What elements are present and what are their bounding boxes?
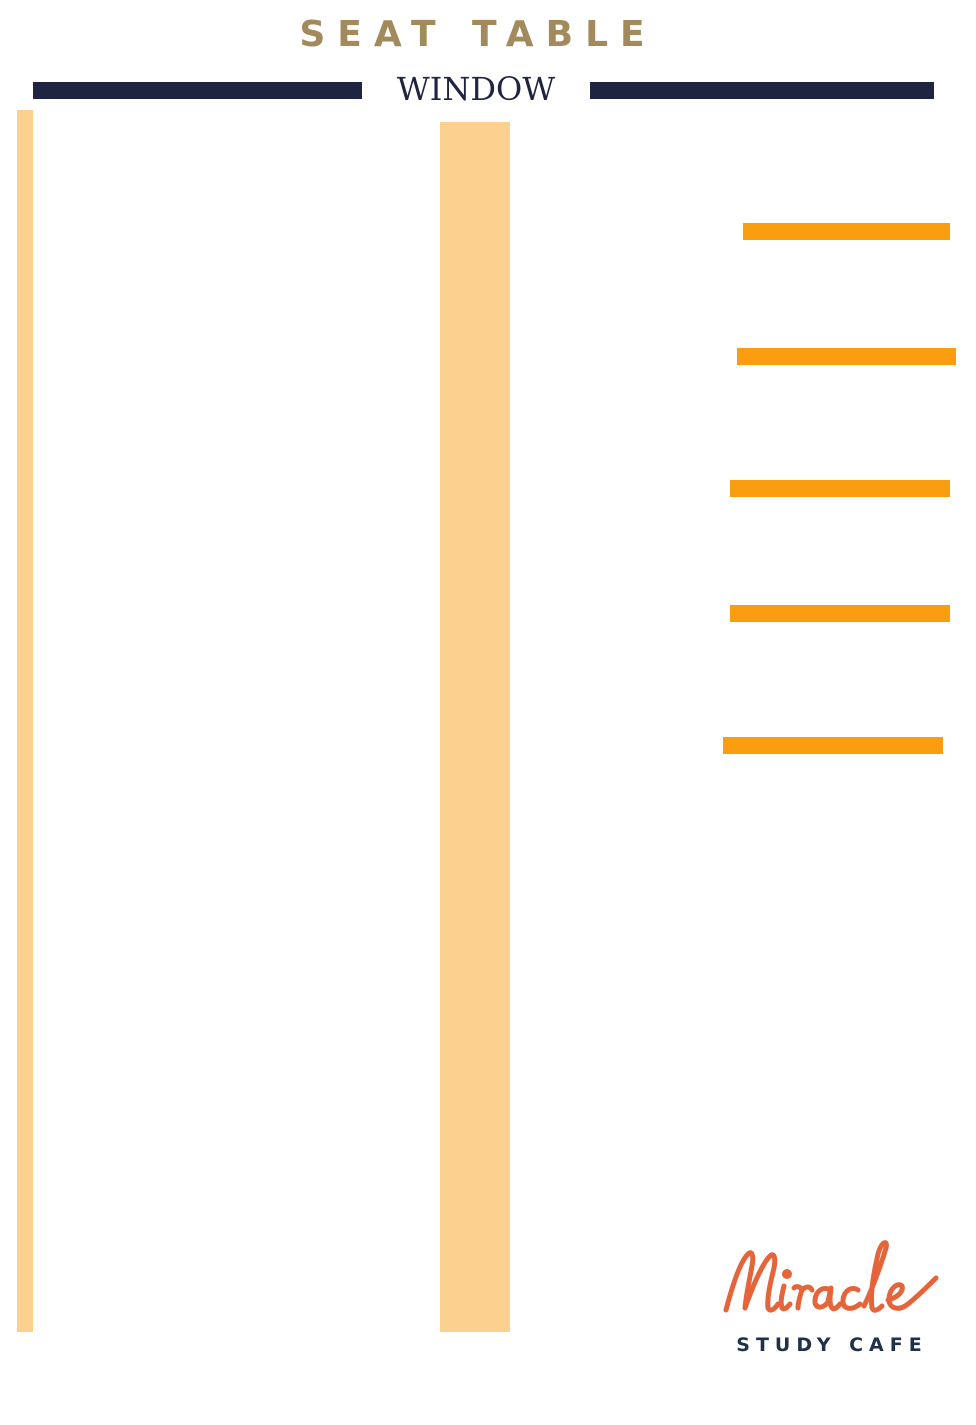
window-bar-right [590,82,934,99]
center-long-table [440,122,510,1332]
seat-desk-5 [723,737,943,754]
seat-desk-4 [730,605,950,622]
page-title: SEAT TABLE [299,14,657,55]
seat-desk-3 [730,480,950,497]
miracle-script-logo [723,1240,939,1313]
window-label: WINDOW [396,70,556,108]
window-bar-left [33,82,362,99]
left-wall-counter [17,110,33,1332]
seat-desk-1 [743,223,950,240]
miracle-study-cafe-logo: STUDY CAFE [712,1232,952,1362]
seat-desk-2 [737,348,956,365]
logo-subtitle: STUDY CAFE [736,1334,928,1356]
